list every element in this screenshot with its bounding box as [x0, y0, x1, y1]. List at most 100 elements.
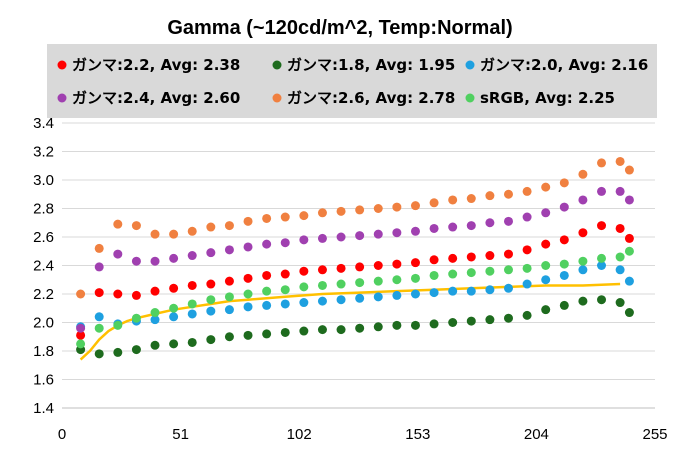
- data-point: [224, 245, 234, 255]
- data-point: [373, 292, 383, 302]
- data-point: [187, 299, 197, 309]
- data-point: [429, 319, 439, 329]
- data-point: [373, 261, 383, 270]
- data-point: [410, 226, 420, 236]
- data-point: [243, 273, 253, 283]
- data-point: [280, 269, 290, 279]
- data-point: [429, 223, 439, 233]
- y-axis-ticks: 1.4 1.6 1.8 2.0 2.2 2.4 2.6 2.8 3.0 3.2 3.4: [33, 115, 54, 417]
- data-point: [541, 208, 551, 218]
- data-point: [522, 279, 532, 289]
- x-tick-label: 204: [524, 426, 549, 443]
- series-1: [76, 295, 634, 359]
- data-point: [299, 298, 309, 308]
- data-point: [503, 216, 513, 226]
- data-point: [541, 239, 551, 249]
- data-point: [113, 219, 123, 229]
- data-point: [336, 279, 346, 289]
- data-point: [522, 212, 532, 222]
- legend-entry-label: ガンマ:2.6, Avg: 2.78: [287, 89, 455, 107]
- data-point: [559, 178, 569, 188]
- data-point: [299, 211, 309, 221]
- data-point: [615, 186, 625, 196]
- data-point: [206, 335, 216, 345]
- data-point: [522, 245, 532, 255]
- data-point: [280, 285, 290, 295]
- data-point: [94, 349, 104, 359]
- data-point: [317, 296, 327, 306]
- y-tick-label: 1.6: [33, 372, 54, 389]
- legend-entry-label: ガンマ:2.0, Avg: 2.16: [480, 56, 648, 74]
- data-point: [169, 339, 179, 349]
- data-point: [169, 253, 179, 263]
- data-point: [559, 202, 569, 212]
- y-tick-label: 1.8: [33, 343, 54, 360]
- data-point: [624, 165, 634, 175]
- data-point: [317, 233, 327, 243]
- data-point: [429, 255, 439, 265]
- data-point: [485, 315, 495, 325]
- legend-marker: [272, 93, 282, 103]
- data-point: [485, 251, 495, 261]
- data-point: [597, 158, 607, 168]
- data-point: [355, 231, 365, 241]
- data-point: [299, 326, 309, 336]
- series-4: [76, 156, 634, 299]
- data-point: [392, 202, 402, 212]
- data-point: [280, 238, 290, 248]
- data-point: [392, 275, 402, 285]
- data-point: [559, 235, 569, 245]
- data-point: [243, 242, 253, 252]
- data-point: [299, 282, 309, 292]
- data-point: [243, 330, 253, 340]
- y-tick-label: 1.4: [33, 400, 54, 417]
- data-point: [485, 191, 495, 201]
- data-point: [373, 204, 383, 213]
- data-point: [541, 275, 551, 285]
- data-point: [466, 316, 476, 326]
- data-point: [113, 347, 123, 357]
- legend-marker: [272, 60, 282, 70]
- data-point: [615, 265, 625, 275]
- data-point: [615, 298, 625, 308]
- data-point: [559, 259, 569, 269]
- data-point: [541, 261, 551, 270]
- data-point: [224, 332, 234, 342]
- data-point: [578, 296, 588, 306]
- data-point: [76, 323, 86, 333]
- data-point: [187, 251, 197, 261]
- x-tick-label: 102: [287, 426, 312, 443]
- data-point: [615, 223, 625, 233]
- data-point: [262, 329, 272, 339]
- data-point: [224, 292, 234, 302]
- data-point: [578, 228, 588, 238]
- data-point: [410, 273, 420, 283]
- data-point: [299, 235, 309, 245]
- data-point: [624, 276, 634, 286]
- data-point: [336, 206, 346, 216]
- series-3: [76, 186, 634, 333]
- data-point: [187, 226, 197, 236]
- chart-title: Gamma (~120cd/m^2, Temp:Normal): [167, 17, 512, 39]
- data-point: [150, 286, 160, 296]
- data-point: [243, 289, 253, 299]
- y-tick-label: 3.0: [33, 172, 54, 189]
- legend-entry-label: ガンマ:2.4, Avg: 2.60: [72, 89, 240, 107]
- data-point: [597, 261, 607, 270]
- data-point: [150, 308, 160, 318]
- x-tick-label: 255: [642, 426, 667, 443]
- data-point: [262, 286, 272, 296]
- y-tick-label: 2.0: [33, 315, 54, 332]
- data-point: [522, 263, 532, 273]
- data-point: [94, 262, 104, 272]
- data-point: [373, 276, 383, 286]
- data-point: [448, 195, 458, 205]
- data-point: [94, 312, 104, 322]
- data-point: [466, 252, 476, 262]
- data-point: [317, 325, 327, 335]
- data-point: [448, 269, 458, 279]
- x-tick-label: 51: [172, 426, 189, 443]
- data-point: [485, 218, 495, 228]
- data-point: [280, 212, 290, 222]
- data-point: [410, 320, 420, 330]
